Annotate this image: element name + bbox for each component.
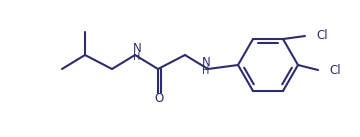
Text: H: H <box>133 52 141 62</box>
Text: H: H <box>202 66 210 76</box>
Text: O: O <box>154 92 164 105</box>
Text: N: N <box>132 42 141 55</box>
Text: Cl: Cl <box>329 64 341 76</box>
Text: Cl: Cl <box>316 28 328 42</box>
Text: N: N <box>202 56 210 69</box>
